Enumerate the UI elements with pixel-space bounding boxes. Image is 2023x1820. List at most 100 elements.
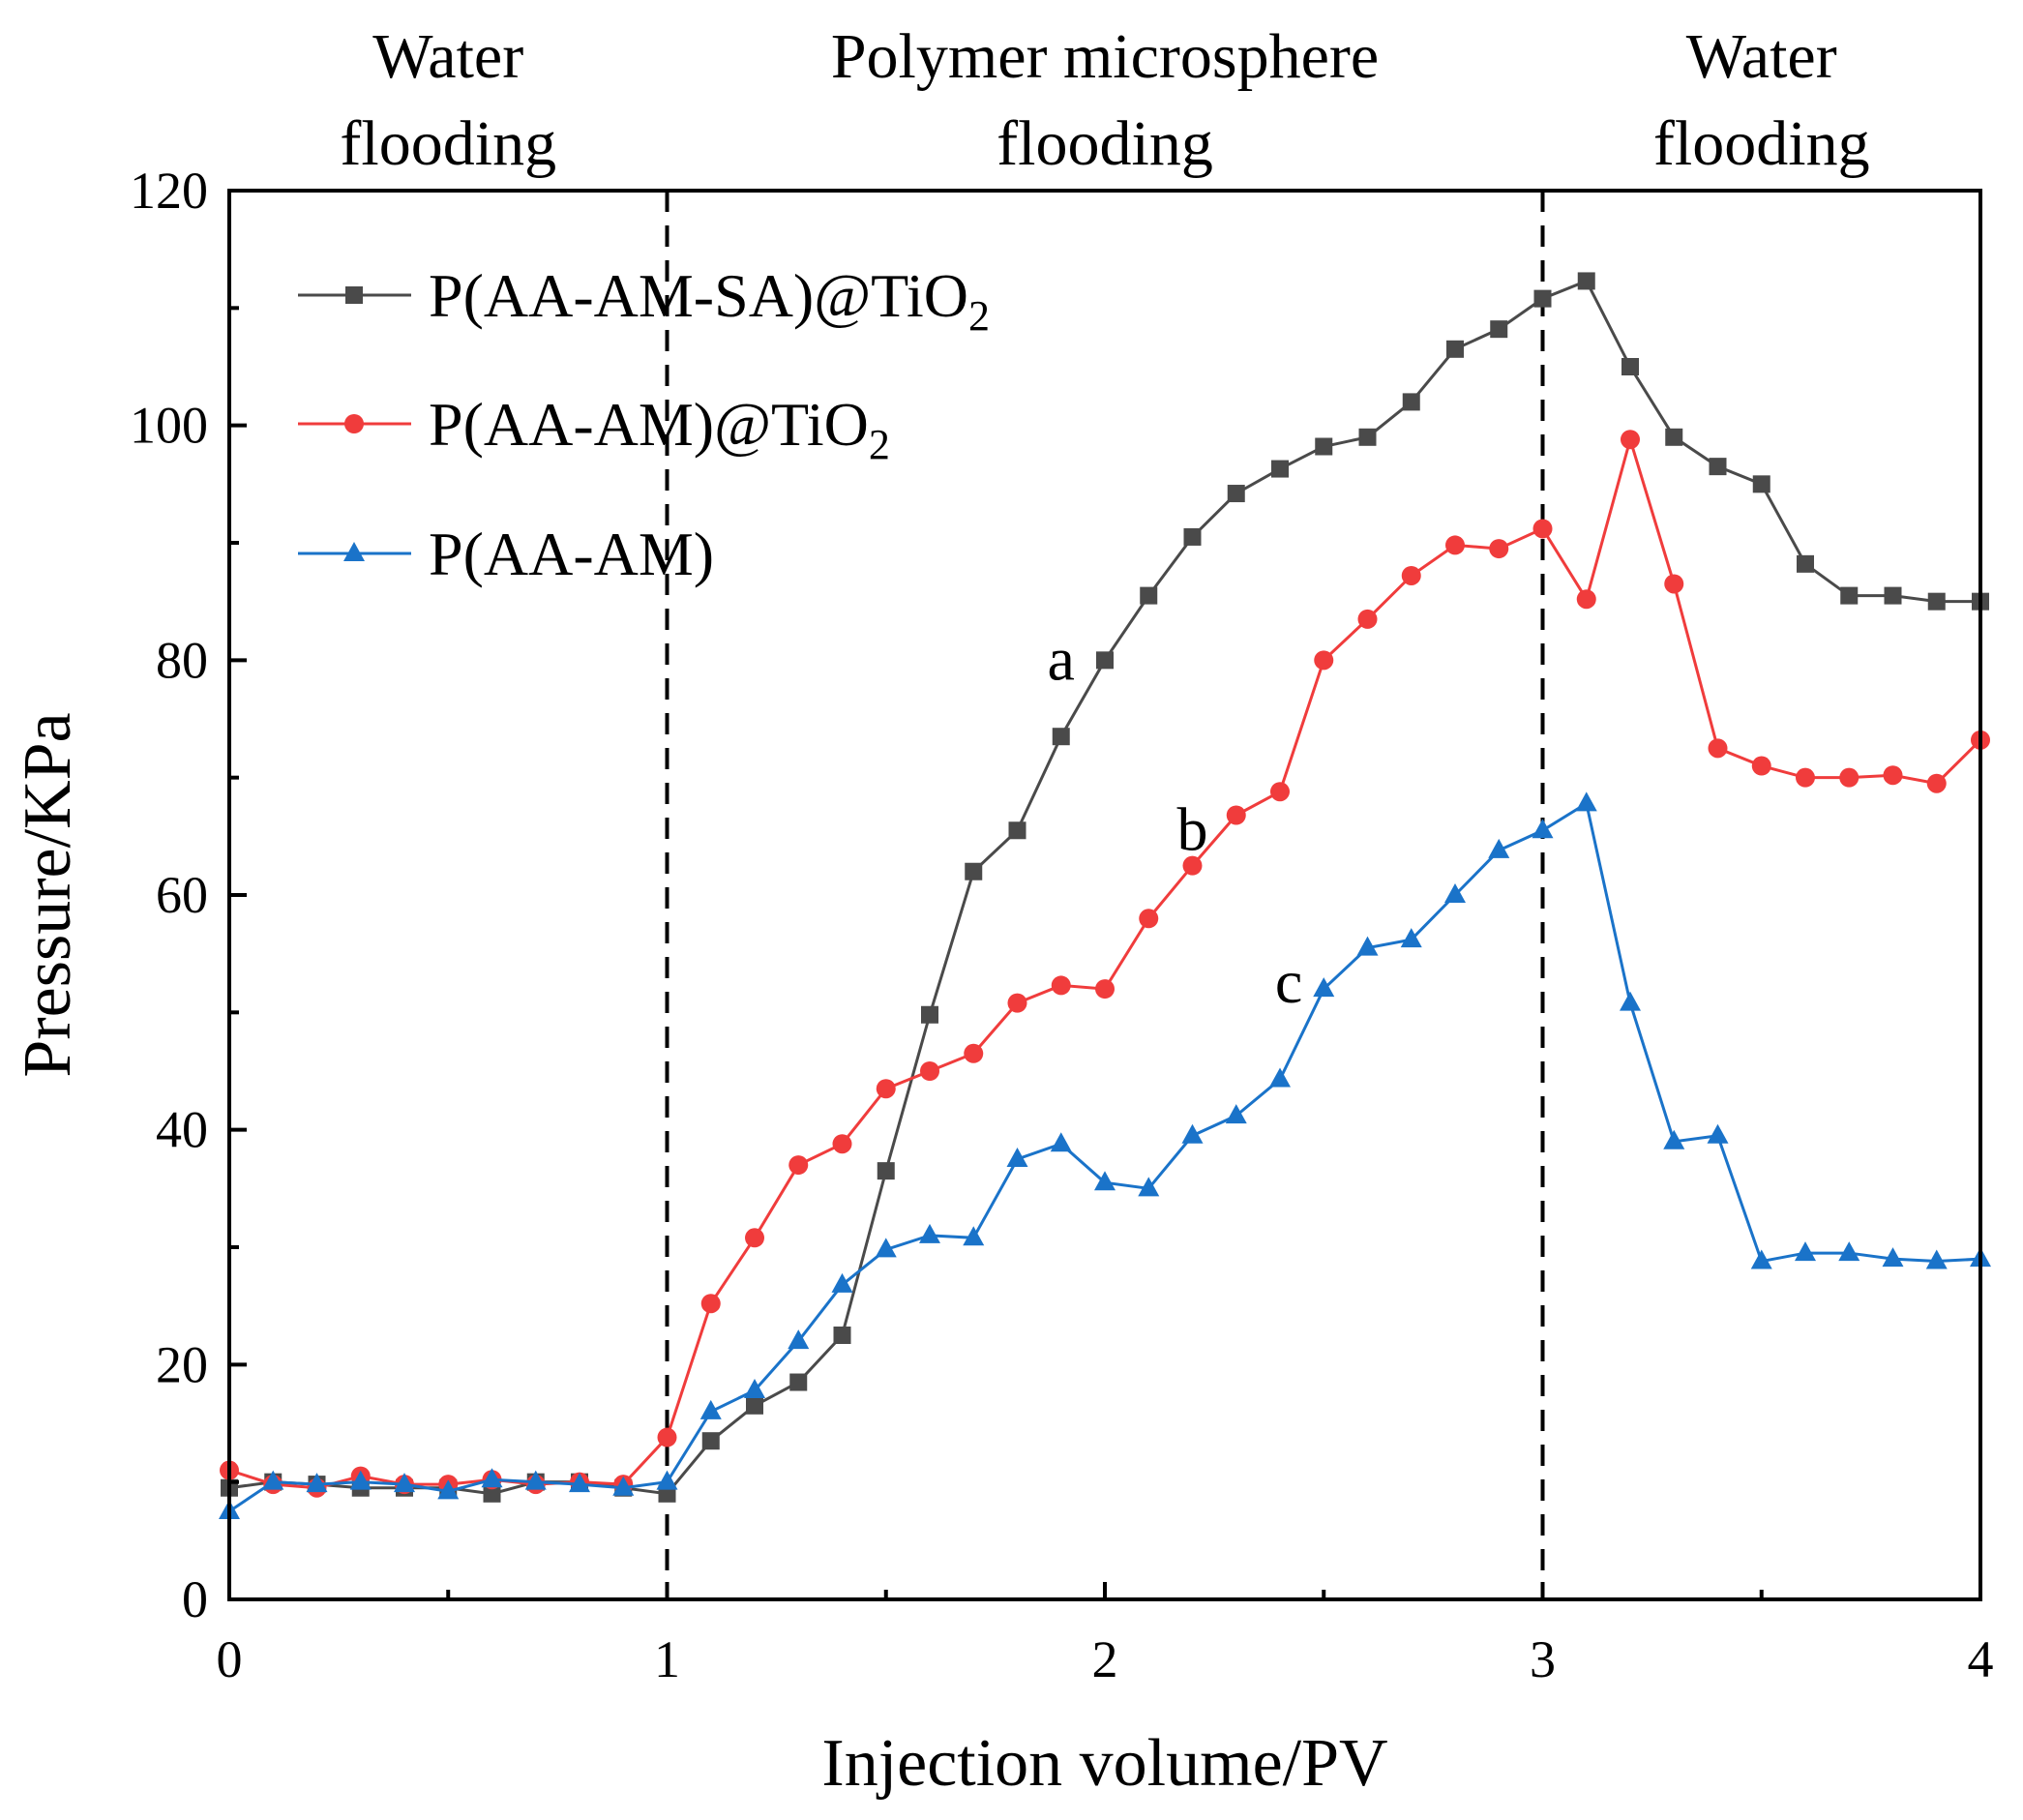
curve-labels: a b c [1048,624,1303,1016]
x-tick-label: 1 [654,1630,680,1688]
series-3-line [228,800,1981,1513]
series-1-point [1752,475,1770,493]
phase-label-3-line2: flooding [1653,108,1870,179]
series-3-point [349,1470,372,1490]
phase-labels: Water flooding Polymer microsphere flooding… [340,21,1869,179]
legend-label: P(AA-AM-SA)@TiO2 [429,261,990,340]
series-2-point [1182,855,1203,876]
series-2-point [1796,767,1815,788]
x-tick-label: 4 [1968,1630,1994,1688]
series-3-point [963,1226,985,1246]
series-1-point [1446,340,1464,358]
y-axis-title: Pressure/KPa [11,712,85,1077]
series-2-point [700,1294,721,1314]
series-1-point [483,1484,501,1503]
series-2-point [1883,765,1903,786]
series-3-point [1138,1177,1160,1197]
series-3-point [1532,819,1554,839]
series-3-point [1356,936,1379,956]
series-3-point [831,1272,853,1293]
legend-label-subscript: 2 [869,421,890,468]
legend-item-1: P(AA-AM-SA)@TiO2 [298,261,990,340]
legend-label: P(AA-AM)@TiO2 [429,390,890,468]
series-1-point [1140,586,1158,605]
series-1-point [1183,527,1202,546]
series-3-point [1094,1171,1116,1191]
series-1-point [965,862,983,880]
series-1-point [1884,586,1902,605]
series-3-point [1795,1241,1816,1262]
series-2-point [1621,430,1640,450]
series-1-point [746,1396,763,1415]
series-1-point [1008,821,1026,840]
legend-label: P(AA-AM) [429,520,714,588]
legend: P(AA-AM-SA)@TiO2 P(AA-AM)@TiO2 P(AA-AM) [298,261,990,588]
series-3-point [1269,1067,1291,1088]
series-3-point [656,1470,678,1490]
series-2-point [788,1155,809,1176]
series-2-point [964,1043,984,1063]
series-3-point [1925,1249,1948,1269]
series-2-point [876,1079,896,1099]
series-3-point [1006,1148,1028,1167]
x-tick-label: 2 [1092,1630,1118,1688]
series-2-point [1226,805,1246,825]
series-3-point [875,1238,897,1258]
series-1-point [1927,592,1946,611]
series-3-point [394,1473,415,1493]
series-3-point [1050,1132,1072,1152]
series-2-point [1708,738,1728,759]
series-1-point [1621,358,1639,375]
series-1-point [1227,485,1245,503]
legend-label-subscript: 2 [968,292,990,340]
series-3-point [1575,791,1597,812]
legend-marker [343,542,365,561]
series-1-point [1358,428,1377,446]
series-3-point [788,1329,810,1350]
series-3-point [1707,1123,1729,1144]
series-1-point [1315,437,1333,456]
series-2-point [1751,756,1771,776]
series-1-point [701,1432,720,1450]
series-3-point [1838,1241,1860,1262]
series-2-point [1095,979,1115,1000]
series-1-point [1052,728,1070,746]
series-2-point [1051,975,1071,996]
series-2-point [1576,589,1596,610]
series-3-point [919,1223,940,1243]
series-1-point [1533,289,1552,308]
series-3-point [1400,928,1422,948]
y-tick-label: 100 [130,397,208,455]
legend-item-3: P(AA-AM) [298,520,714,588]
series-2-point [1007,993,1027,1013]
y-tick-label: 60 [156,866,208,924]
series-1-point [1271,460,1289,478]
series-2-point [1664,574,1684,594]
series-3-point [1225,1104,1247,1124]
y-tick-label: 0 [182,1570,208,1628]
series-2-point [1270,782,1290,802]
series-3-point [524,1470,547,1490]
curve-label-b: b [1177,794,1208,863]
series-2-point [1532,519,1553,539]
series-3-point [1313,977,1335,998]
y-tick-label: 120 [130,162,208,220]
series-2 [220,430,1990,1498]
series-3-point [612,1476,635,1496]
series-1-point [1840,586,1859,605]
curve-label-a: a [1048,624,1075,693]
series-1-point [1096,651,1114,670]
series-3-point [569,1473,590,1493]
series-2-point [920,1061,939,1081]
series-3-point [1882,1247,1904,1268]
series-3-point [744,1379,765,1399]
series-3-point [437,1479,460,1500]
series-1-point [1490,320,1508,339]
series-2-point [745,1228,764,1248]
series-1-point [921,1005,938,1024]
phase-boundaries [665,191,1545,1599]
series-1-point [1709,458,1727,476]
series-2-point [1139,909,1159,929]
series-3-point [1750,1249,1772,1269]
